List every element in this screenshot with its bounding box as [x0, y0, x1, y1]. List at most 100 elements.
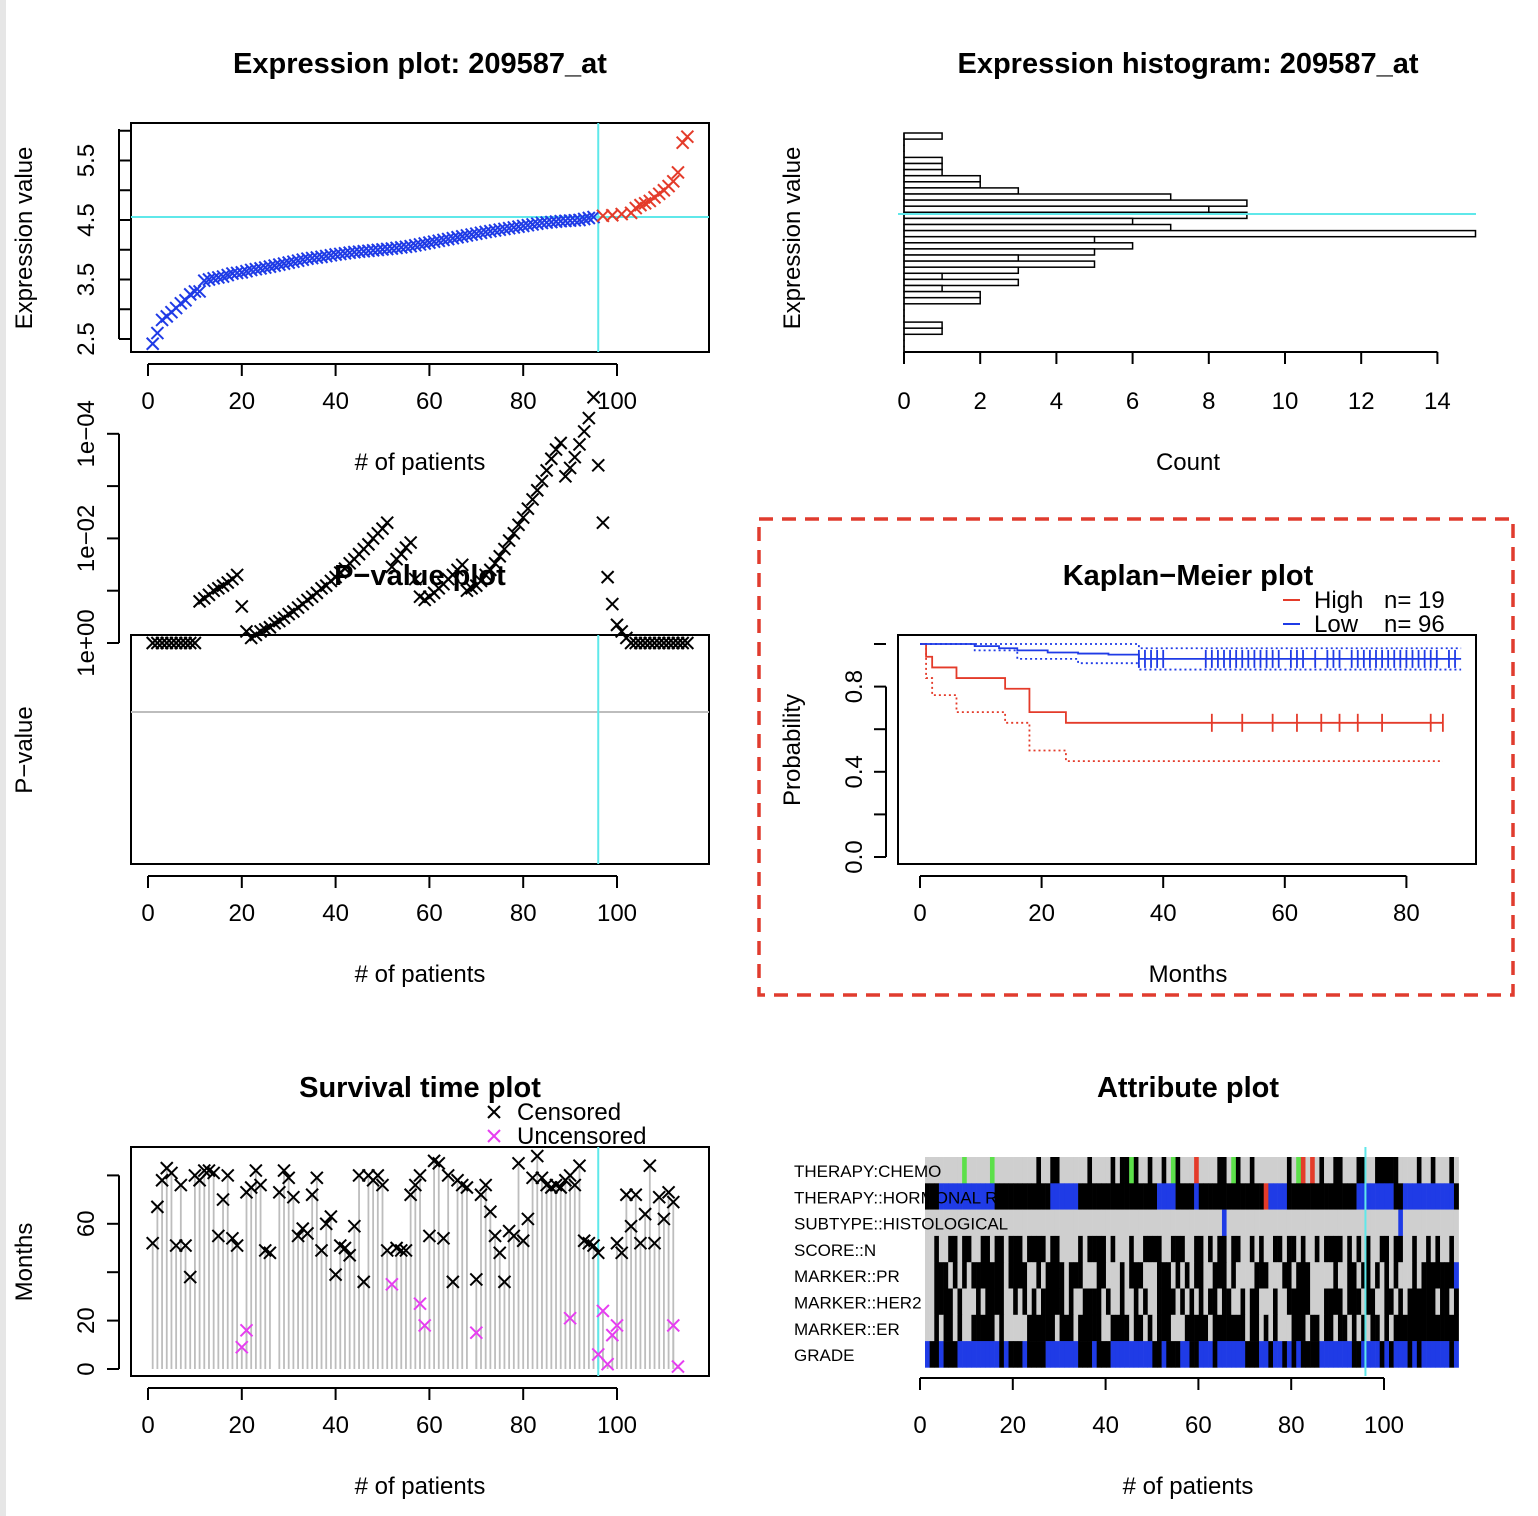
- attribute-cell: [1027, 1288, 1033, 1316]
- attribute-cell: [1027, 1209, 1033, 1237]
- histogram-bar: [903, 235, 1096, 244]
- attribute-cell: [1068, 1209, 1074, 1237]
- attribute-cell: [1375, 1209, 1381, 1237]
- attribute-cell: [1045, 1288, 1051, 1316]
- attribute-cell: [1170, 1157, 1176, 1184]
- attribute-cell: [1203, 1157, 1209, 1184]
- attribute-cell: [1198, 1262, 1204, 1289]
- attribute-cell: [1212, 1183, 1218, 1210]
- attribute-cell: [1389, 1288, 1394, 1316]
- attribute-cell: [962, 1157, 968, 1184]
- attribute-cell: [1337, 1183, 1343, 1210]
- surv-point-censored-stroke-b: [206, 1166, 221, 1180]
- surv-point-censored-stroke-b: [568, 1178, 582, 1192]
- pval-point-stroke-b: [455, 558, 469, 572]
- expr-point-low-stroke-b: [192, 284, 207, 299]
- histogram-bar: [903, 278, 1020, 287]
- expr-point-low-stroke-b: [408, 238, 423, 252]
- attribute-cell: [1161, 1235, 1167, 1263]
- attribute-cell: [1101, 1288, 1107, 1316]
- attribute-cell: [1194, 1314, 1200, 1342]
- pval-point-stroke-b: [558, 469, 573, 484]
- attribute-cell: [1249, 1288, 1255, 1316]
- attribute-cell: [1249, 1314, 1255, 1342]
- histogram-bar: [903, 296, 981, 305]
- surv-x-tick-label: 40: [322, 1412, 349, 1439]
- attr-x-tick-label: 100: [1364, 1412, 1404, 1439]
- surv-x-tick-label: 100: [597, 1412, 637, 1439]
- surv-point-censored: [328, 1267, 343, 1282]
- attr-x-tick-label: 60: [1185, 1412, 1212, 1439]
- attribute-cell: [1249, 1183, 1255, 1210]
- attribute-cell: [1175, 1157, 1181, 1184]
- expr-y-tick-label: 4.5: [73, 203, 100, 236]
- attribute-cell: [925, 1262, 930, 1289]
- expr-point-low-stroke-b: [516, 219, 530, 233]
- attribute-cell: [1426, 1183, 1432, 1210]
- attribute-cell: [1073, 1314, 1079, 1342]
- attribute-cell: [1166, 1183, 1172, 1210]
- attribute-cell: [1240, 1262, 1246, 1289]
- attribute-cell: [1347, 1288, 1353, 1316]
- expr-point-low-stroke-b: [291, 253, 305, 268]
- attribute-cell: [952, 1341, 958, 1368]
- surv-point-censored-stroke-b: [469, 1272, 484, 1287]
- attribute-cell: [976, 1341, 981, 1368]
- pval-x-tick-label: 20: [228, 900, 255, 927]
- attribute-cell: [1217, 1314, 1223, 1342]
- pvalue-plot-x-axis: 0 20 40 60 80 100: [141, 875, 637, 927]
- attribute-cell: [1296, 1183, 1302, 1210]
- attribute-cell: [1263, 1183, 1269, 1210]
- surv-point-censored: [300, 1226, 315, 1241]
- attribute-cell: [952, 1288, 958, 1316]
- attribute-cell: [1147, 1183, 1153, 1210]
- pvalue-plot: P−value plot # of patients P−value 0 20 40…: [11, 390, 710, 988]
- attribute-cell: [934, 1235, 940, 1263]
- surv-point-uncensored: [596, 1304, 610, 1318]
- surv-point-censored-stroke-b: [253, 1178, 268, 1192]
- attribute-cell: [1194, 1235, 1200, 1263]
- attribute-cell: [1416, 1341, 1422, 1368]
- attribute-cell: [1351, 1183, 1357, 1210]
- expr-point-low-stroke-b: [258, 260, 272, 275]
- attribute-cell: [1027, 1314, 1033, 1342]
- surv-point-censored: [521, 1212, 535, 1226]
- attribute-cell: [1430, 1288, 1436, 1316]
- surv-point-censored: [403, 1188, 418, 1202]
- attr-x-tick-label: 40: [1092, 1412, 1119, 1439]
- surv-point-censored: [183, 1270, 197, 1284]
- attribute-cell: [1231, 1341, 1237, 1368]
- attribute-cell: [1054, 1288, 1060, 1316]
- pval-x-tick-label: 80: [510, 900, 537, 927]
- expr-point-low-stroke-b: [497, 222, 512, 236]
- pval-point: [549, 442, 563, 457]
- expression-plot-x-axis: 0 20 40 60 80 100: [141, 363, 637, 415]
- attribute-cell: [1449, 1314, 1455, 1342]
- attribute-cell: [1198, 1209, 1204, 1237]
- attribute-cell: [1389, 1209, 1394, 1237]
- attribute-cell: [1416, 1235, 1422, 1263]
- surv-point-uncensored-stroke-b: [469, 1325, 484, 1340]
- surv-point-censored: [357, 1275, 371, 1289]
- km-y-tick-label: 0.8: [841, 670, 868, 703]
- surv-point-censored-stroke-b: [516, 1234, 530, 1248]
- attribute-cell: [1300, 1341, 1306, 1368]
- expr-point-low-stroke-b: [389, 241, 404, 255]
- expr-point-low-stroke-b: [342, 246, 357, 260]
- attribute-cell: [1365, 1209, 1371, 1237]
- attribute-cell: [1393, 1209, 1399, 1237]
- surv-point-censored-stroke-b: [610, 1236, 624, 1250]
- attribute-cell: [1189, 1314, 1195, 1342]
- attribute-cell: [1041, 1157, 1046, 1184]
- attribute-cell: [934, 1288, 940, 1316]
- pval-point-stroke-b: [507, 526, 521, 541]
- attribute-cell: [1444, 1183, 1450, 1210]
- attribute-cell: [1147, 1209, 1153, 1237]
- attribute-cell: [1379, 1288, 1385, 1316]
- attribute-cell: [1003, 1235, 1009, 1263]
- attribute-cell: [1119, 1183, 1125, 1210]
- attribute-cell: [971, 1314, 977, 1342]
- surv-point-censored: [399, 1243, 413, 1258]
- expr-point-low-stroke-b: [493, 222, 507, 237]
- attribute-cell: [1013, 1157, 1019, 1184]
